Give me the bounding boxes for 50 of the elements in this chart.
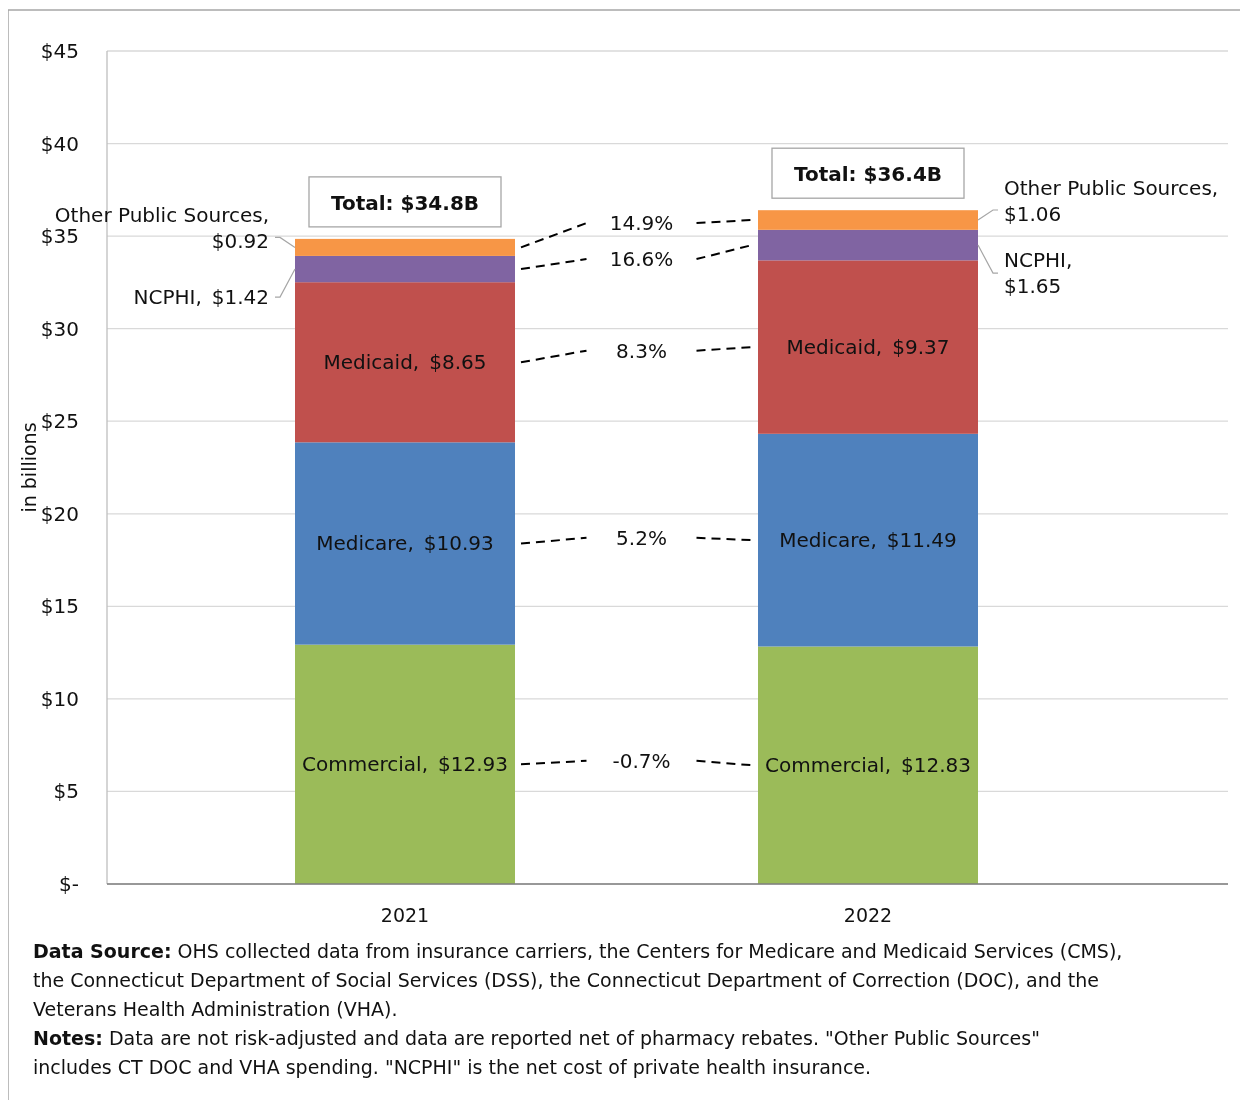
bar [758, 260, 978, 434]
y-tick-label: $5 [53, 779, 79, 804]
data-label: $1.06 [1004, 202, 1062, 227]
data-label: $10.93 [423, 531, 494, 556]
source-note: Data Source: OHS collected data from insurance carriers, the Centers for Medicare and Medicaid Services (CMS), the Connecticut Department of Social Services (DSS), the Connecticut Department of Correction (DOC), and the Veterans Health Administration (VHA). [33, 940, 1123, 1020]
annotation: 16.6% [609, 247, 674, 272]
data-label: $9.37 [892, 335, 950, 360]
series-label: NCPHI, [1004, 248, 1073, 273]
total-label: Total: $36.4B [793, 162, 943, 187]
bar [758, 433, 978, 647]
data-label: $8.65 [429, 350, 487, 375]
y-tick-label: $40 [40, 131, 79, 156]
total-label: Total: $34.8B [330, 190, 480, 215]
series-label: Commercial, [302, 752, 428, 777]
x-tick-label: 2021 [380, 904, 430, 926]
annotation: 14.9% [609, 211, 674, 236]
annotation: 8.3% [616, 338, 667, 363]
series-label: Medicaid, [323, 350, 420, 375]
series-label: Other Public Sources, [1004, 176, 1219, 201]
bar [295, 442, 515, 645]
bar [758, 646, 978, 884]
y-tick-label: $10 [40, 686, 79, 711]
text: Notes: Data are not risk-adjusted and data are reported net of pharmacy rebates. "Other Public Sources" includes CT DOC and VHA spending. "NCPHI" is the net cost of private health insurance. [33, 1027, 1040, 1078]
text: Commercial, [765, 753, 891, 778]
text: Medicaid, [786, 335, 883, 360]
y-tick-label: $30 [40, 316, 79, 341]
y-tick-label: $- [59, 872, 79, 896]
text: Medicare, [779, 528, 877, 553]
data-label: $1.42 [211, 285, 269, 310]
y-axis-title: in billions [18, 422, 40, 513]
data-label: $11.49 [886, 528, 957, 553]
bar [758, 229, 978, 261]
annotation: 5.2% [616, 525, 667, 550]
text: NCPHI, [133, 285, 202, 310]
data-label: $12.83 [901, 753, 971, 778]
y-tick-label: $20 [40, 501, 79, 526]
bar [295, 255, 515, 283]
bar [295, 644, 515, 884]
x-tick-label: 2022 [843, 904, 893, 926]
series-label: Medicare, [316, 531, 414, 556]
y-tick-label: $15 [40, 594, 79, 619]
data-label: $0.92 [211, 229, 269, 254]
y-tick-label: $45 [40, 39, 79, 63]
y-tick-label: $25 [40, 409, 79, 434]
bar [295, 282, 515, 443]
data-label: $1.65 [1004, 274, 1062, 299]
annotation: -0.7% [612, 748, 671, 773]
bar [295, 238, 515, 256]
bar [758, 210, 978, 230]
data-label: $12.93 [438, 752, 508, 777]
